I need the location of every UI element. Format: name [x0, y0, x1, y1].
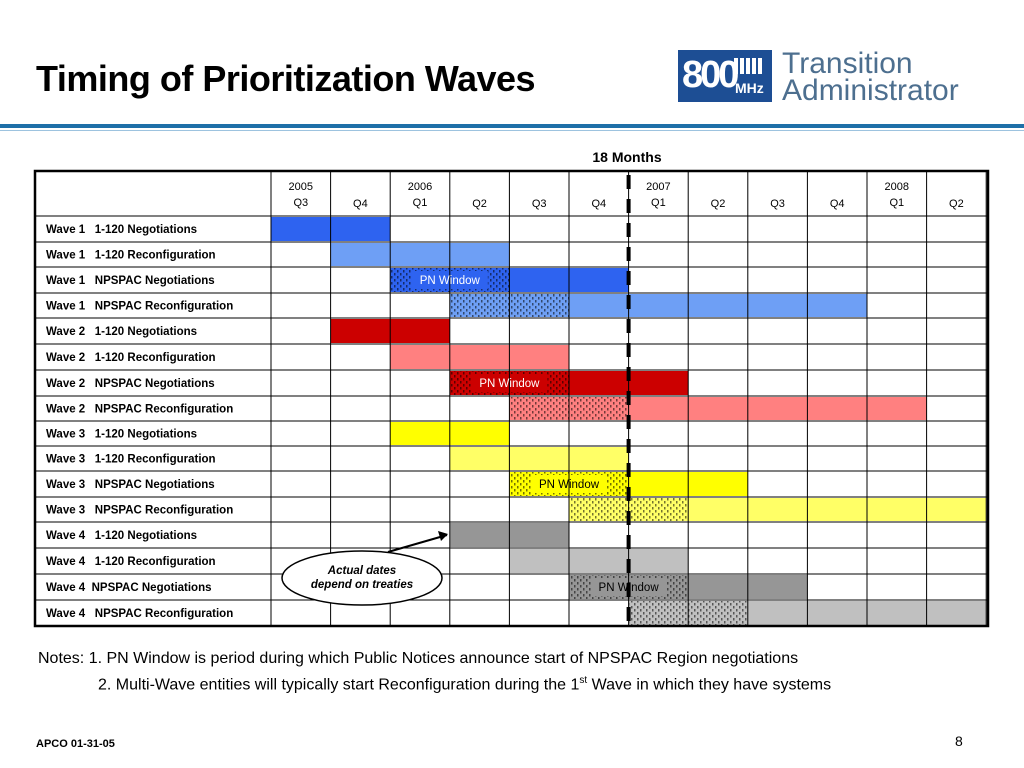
- callout-text-1: Actual dates: [327, 565, 396, 577]
- callout-bubble: [281, 550, 443, 606]
- timeline-bar: [628, 397, 927, 420]
- header-quarter: Q4: [353, 198, 368, 210]
- row-label: Wave 2 1-120 Negotiations: [46, 326, 197, 338]
- table-border: [33, 169, 990, 628]
- row-label: Wave 2 NPSPAC Negotiations: [46, 378, 215, 390]
- logo-line-1: Transition: [782, 47, 913, 80]
- header-quarter: Q1: [413, 197, 428, 209]
- header-quarter: Q3: [532, 198, 547, 210]
- row-label: Wave 3 1-120 Reconfiguration: [46, 454, 216, 466]
- transition-administrator-logo: 800 MHz Transition Administrator: [678, 47, 978, 107]
- note-1: Notes: 1. PN Window is period during whi…: [38, 650, 799, 667]
- logo-unit: MHz: [735, 80, 764, 96]
- header-quarter: Q1: [889, 197, 904, 209]
- note-2-text: 2. Multi-Wave entities will typically st…: [98, 676, 580, 694]
- page-number: 8: [955, 733, 963, 749]
- header-year: 2006: [408, 181, 432, 193]
- footer-label: APCO 01-31-05: [36, 738, 115, 750]
- span-label: 18 Months: [592, 149, 661, 165]
- header-quarter: Q3: [770, 198, 785, 210]
- header-quarter: Q4: [830, 198, 845, 210]
- timeline-bar: [330, 243, 510, 266]
- timeline-bar: [449, 447, 629, 470]
- header-quarter: Q1: [651, 197, 666, 209]
- timeline-bar: [509, 549, 689, 573]
- row-label: Wave 1 NPSPAC Negotiations: [46, 275, 215, 287]
- row-label: Wave 4 NPSPAC Negotiations: [46, 582, 212, 594]
- row-label: Wave 1 NPSPAC Reconfiguration: [46, 301, 233, 313]
- note-2: 2. Multi-Wave entities will typically st…: [38, 670, 831, 696]
- row-label: Wave 3 NPSPAC Negotiations: [46, 479, 215, 491]
- header-year: 2008: [885, 181, 909, 193]
- row-label: Wave 2 NPSPAC Reconfiguration: [46, 404, 233, 416]
- row-label: Wave 1 1-120 Negotiations: [46, 224, 197, 236]
- logo-line-2: Administrator: [782, 74, 959, 107]
- header-quarter: Q3: [293, 197, 308, 209]
- logo-number: 800: [682, 54, 739, 96]
- pn-window-label: PN Window: [420, 275, 481, 287]
- row-label: Wave 2 1-120 Reconfiguration: [46, 352, 216, 364]
- timeline-bar: [390, 345, 569, 369]
- header-quarter: Q2: [711, 198, 726, 210]
- row-label: Wave 3 1-120 Negotiations: [46, 429, 197, 441]
- row-label: Wave 3 NPSPAC Reconfiguration: [46, 505, 233, 517]
- notes: Notes: 1. PN Window is period during whi…: [38, 648, 831, 696]
- header-quarter: Q4: [591, 198, 606, 210]
- logo-bars-icon: [734, 58, 768, 74]
- callout-arrow-head: [438, 531, 448, 541]
- note-2-text-end: Wave in which they have systems: [587, 676, 832, 694]
- header-quarter: Q2: [472, 198, 487, 210]
- note-2-superscript: st: [579, 675, 588, 686]
- row-label: Wave 4 1-120 Reconfiguration: [46, 556, 216, 568]
- pn-window-label: PN Window: [479, 378, 540, 390]
- title-rule-thin: [0, 130, 1024, 131]
- header-year: 2007: [646, 181, 670, 193]
- row-label: Wave 1 1-120 Reconfiguration: [46, 250, 216, 262]
- header-quarter: Q2: [949, 198, 964, 210]
- logo-badge: 800 MHz: [678, 50, 772, 102]
- timeline-bar: [688, 498, 987, 521]
- header-year: 2005: [289, 181, 313, 193]
- row-label: Wave 4 NPSPAC Reconfiguration: [46, 608, 233, 620]
- callout-text-2: depend on treaties: [311, 579, 413, 591]
- wave-timeline-chart: 18 Months 2005 Q3 Q4 2006 Q1 Q2 Q3 Q4 2007 Q1 Q2 Q3 Q…: [33, 149, 990, 628]
- page-title: Timing of Prioritization Waves: [36, 58, 536, 99]
- timeline-bar: [569, 294, 867, 317]
- row-label: Wave 4 1-120 Negotiations: [46, 530, 197, 542]
- callout-arrow-line: [387, 534, 448, 553]
- title-rule: [0, 124, 1024, 128]
- pn-window-label: PN Window: [539, 479, 600, 491]
